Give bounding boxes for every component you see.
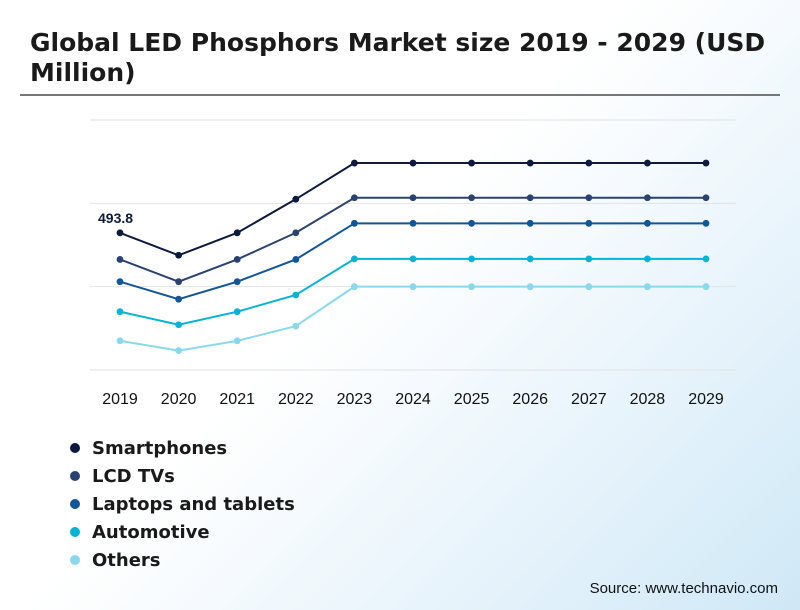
data-point-0-10 [702, 159, 710, 167]
data-point-2-1 [175, 295, 183, 303]
x-tick-label-7: 2026 [512, 391, 548, 408]
data-point-1-2 [233, 256, 241, 263]
data-point-2-3 [292, 256, 300, 263]
series-layer [116, 159, 710, 354]
data-point-1-7 [526, 194, 534, 202]
data-point-0-6 [468, 159, 475, 167]
data-point-3-6 [468, 255, 475, 263]
series-line-3 [119, 257, 706, 326]
data-point-3-7 [526, 255, 534, 263]
data-point-2-10 [702, 219, 710, 227]
grid-layer [90, 119, 736, 371]
data-point-2-7 [526, 219, 534, 227]
x-axis: 2019 2020 2021 2022 2023 2024 2025 2026 2027 2028… [102, 391, 724, 408]
data-point-4-0 [116, 337, 124, 345]
source-credit: Source: www.technavio.com [589, 580, 778, 597]
data-point-0-9 [644, 159, 651, 167]
data-point-4-1 [175, 347, 183, 354]
series-3 [116, 255, 710, 329]
data-point-0-8 [585, 159, 593, 167]
legend-item-0: Smartphones [70, 434, 295, 462]
data-point-4-5 [409, 283, 417, 291]
data-point-4-7 [526, 283, 534, 291]
series-0 [116, 159, 710, 259]
data-point-3-3 [292, 291, 300, 299]
legend: Smartphones LCD TVs Laptops and tablets Aut… [70, 434, 295, 574]
x-tick-label-4: 2023 [337, 391, 373, 408]
data-point-3-5 [409, 255, 417, 263]
x-tick-label-5: 2024 [395, 391, 431, 408]
series-4 [116, 283, 710, 354]
annotation-layer: 493.8 [98, 210, 133, 226]
data-point-3-2 [233, 308, 241, 316]
data-point-0-7 [526, 159, 534, 167]
data-point-1-1 [175, 278, 183, 286]
data-point-1-5 [409, 194, 417, 202]
legend-label-2: Laptops and tablets [92, 493, 295, 515]
data-point-3-10 [702, 255, 710, 263]
data-point-4-4 [351, 283, 358, 291]
x-tick-label-9: 2028 [630, 391, 666, 408]
data-point-1-0 [116, 256, 124, 263]
data-point-4-8 [585, 283, 593, 291]
data-point-3-1 [175, 321, 183, 329]
legend-marker-2 [70, 499, 80, 509]
data-point-0-1 [175, 251, 183, 259]
data-point-3-0 [116, 308, 124, 316]
legend-marker-1 [70, 471, 80, 481]
data-point-0-4 [351, 159, 358, 167]
x-tick-label-6: 2025 [454, 391, 490, 408]
data-point-2-4 [351, 219, 358, 227]
legend-label-4: Others [92, 549, 161, 571]
data-point-2-5 [409, 219, 417, 227]
data-point-3-8 [585, 255, 593, 263]
chart-title: Global LED Phosphors Market size 2019 - … [30, 28, 766, 87]
data-point-2-2 [233, 278, 241, 286]
data-point-0-2 [233, 229, 241, 237]
series-line-0 [119, 162, 706, 257]
data-point-0-3 [292, 195, 300, 203]
data-point-0-5 [409, 159, 417, 167]
data-point-0-0 [116, 229, 124, 237]
data-point-2-6 [468, 219, 475, 227]
legend-marker-3 [70, 527, 80, 537]
series-2 [116, 219, 710, 303]
data-point-1-10 [702, 194, 710, 202]
data-point-1-8 [585, 194, 593, 202]
data-point-4-6 [468, 283, 475, 291]
legend-marker-0 [70, 443, 80, 453]
data-point-1-9 [644, 194, 651, 202]
legend-item-3: Automotive [70, 518, 295, 546]
line-chart: 493.8 2019 2020 2021 2022 2023 2024 2025 2026 20… [90, 119, 736, 408]
legend-item-1: LCD TVs [70, 462, 295, 490]
data-point-4-2 [233, 337, 241, 345]
series-1 [116, 194, 710, 286]
legend-label-3: Automotive [92, 521, 210, 543]
legend-item-4: Others [70, 546, 295, 574]
title-divider [20, 94, 780, 96]
data-point-3-4 [351, 255, 358, 263]
data-point-1-3 [292, 229, 300, 237]
legend-label-0: Smartphones [92, 437, 228, 459]
data-point-2-8 [585, 219, 593, 227]
x-tick-label-3: 2022 [278, 391, 314, 408]
x-tick-label-10: 2029 [688, 391, 724, 408]
data-point-2-0 [116, 278, 124, 286]
data-point-1-6 [468, 194, 475, 202]
legend-marker-4 [70, 555, 80, 565]
data-label-0: 493.8 [98, 210, 133, 226]
data-point-2-9 [644, 219, 651, 227]
data-point-4-10 [702, 283, 710, 291]
series-line-1 [119, 196, 706, 283]
data-point-4-9 [644, 283, 651, 291]
data-point-3-9 [644, 255, 651, 263]
x-tick-label-0: 2019 [102, 391, 138, 408]
x-tick-label-8: 2027 [571, 391, 607, 408]
x-tick-label-1: 2020 [161, 391, 197, 408]
data-point-1-4 [351, 194, 358, 202]
legend-label-1: LCD TVs [92, 465, 175, 487]
data-point-4-3 [292, 322, 300, 330]
x-tick-label-2: 2021 [219, 391, 255, 408]
legend-item-2: Laptops and tablets [70, 490, 295, 518]
